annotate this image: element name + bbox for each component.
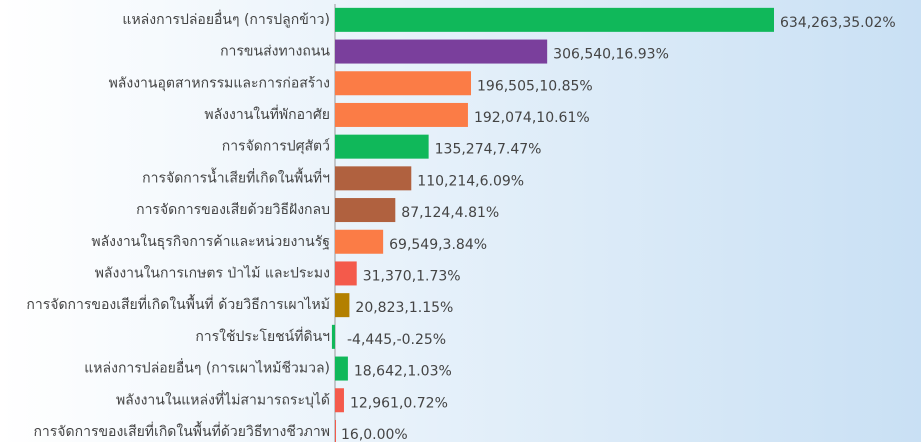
value-label: 69,549,3.84% bbox=[389, 237, 487, 253]
bar bbox=[335, 419, 336, 442]
category-label: พลังงานในธุรกิจการค้าและหน่วยงานรัฐ bbox=[91, 233, 330, 250]
bar bbox=[335, 166, 412, 191]
bar bbox=[335, 356, 348, 381]
value-label: 192,074,10.61% bbox=[474, 110, 590, 126]
value-label: 87,124,4.81% bbox=[401, 205, 499, 221]
bar bbox=[335, 39, 548, 64]
value-label: 12,961,0.72% bbox=[350, 395, 448, 411]
category-label: การจัดการของเสียที่เกิดในพื้นที่ด้วยวิธี… bbox=[33, 421, 330, 440]
bar bbox=[335, 388, 344, 413]
bar bbox=[335, 102, 468, 127]
bar bbox=[335, 71, 472, 96]
bar bbox=[331, 324, 335, 349]
category-label: พลังงานในการเกษตร ป่าไม้ และประมง bbox=[95, 264, 330, 281]
category-label: พลังงานในแหล่งที่ไม่สามารถระบุได้ bbox=[116, 390, 330, 408]
bar bbox=[335, 261, 357, 286]
value-label: 110,214,6.09% bbox=[417, 173, 524, 189]
category-label: การขนส่งทางถนน bbox=[220, 44, 330, 60]
value-label: 634,263,35.02% bbox=[780, 15, 896, 31]
category-label: การจัดการน้ำเสียที่เกิดในพื้นที่ฯ bbox=[142, 167, 330, 186]
value-label: -4,445,-0.25% bbox=[347, 332, 446, 348]
bar bbox=[335, 134, 429, 159]
value-label: 16,0.00% bbox=[341, 427, 408, 442]
value-label: 135,274,7.47% bbox=[435, 142, 542, 158]
value-label: 196,505,10.85% bbox=[477, 78, 593, 94]
category-label: แหล่งการปล่อยอื่นๆ (การปลูกข้าว) bbox=[122, 10, 330, 28]
category-label: การจัดการของเสียด้วยวิธีฝังกลบ bbox=[136, 202, 330, 218]
value-label: 31,370,1.73% bbox=[363, 268, 461, 284]
category-label: พลังงานในที่พักอาศัย bbox=[204, 105, 330, 123]
category-label: การใช้ประโยชน์ที่ดินฯ bbox=[195, 327, 330, 345]
value-label: 306,540,16.93% bbox=[553, 47, 669, 63]
category-label: พลังงานอุตสาหกรรมและการก่อสร้าง bbox=[109, 75, 330, 91]
value-label: 18,642,1.03% bbox=[354, 364, 452, 380]
bar bbox=[335, 229, 384, 254]
bar bbox=[335, 293, 350, 318]
bar bbox=[335, 198, 396, 223]
category-label: แหล่งการปล่อยอื่นๆ (การเผาไหม้ชีวมวล) bbox=[84, 359, 330, 377]
category-label: การจัดการปศุสัตว์ bbox=[222, 138, 330, 155]
value-label: 20,823,1.15% bbox=[355, 300, 453, 316]
category-label: การจัดการของเสียที่เกิดในพื้นที่ ด้วยวิธ… bbox=[26, 294, 330, 313]
bar bbox=[335, 7, 774, 32]
